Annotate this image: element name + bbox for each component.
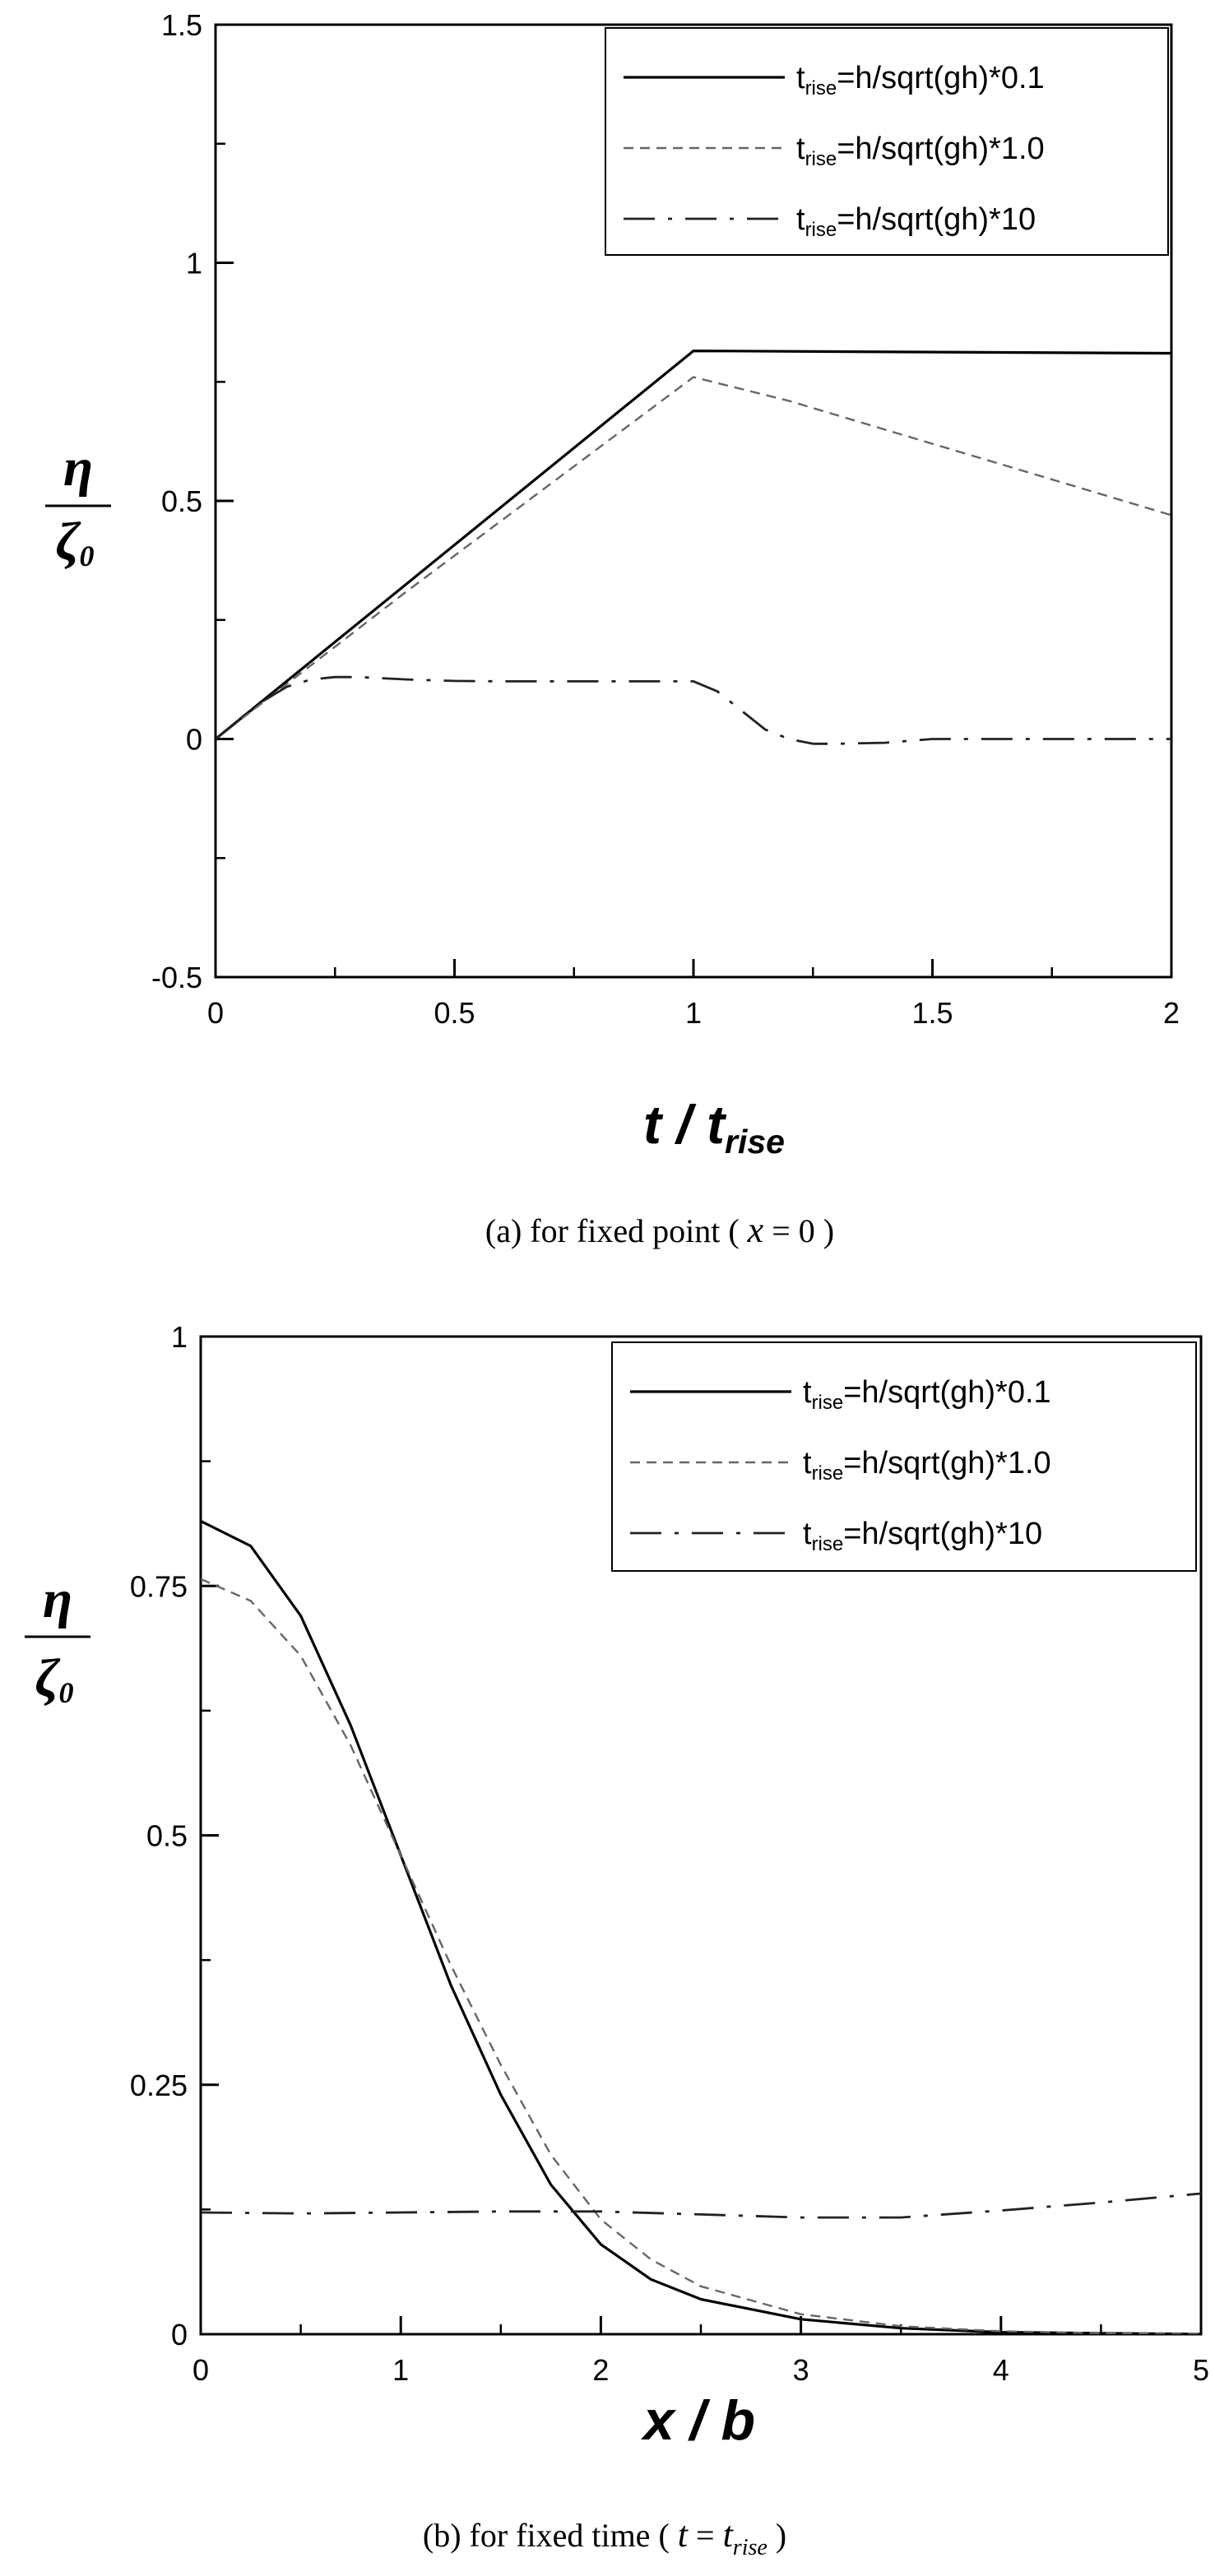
y-tick-label-b: 1 [171,1320,188,1354]
x-axis-title-a: t / trise [643,1094,785,1161]
series-group-a [216,350,1171,745]
y-tick-label-a: 0 [186,723,202,757]
x-tick-label-a: 1.5 [911,996,953,1030]
x-tick-label-b: 0 [192,2353,209,2387]
x-tick-label-a: 2 [1163,996,1180,1030]
series-line-b-1 [201,1519,1201,2334]
y-tick-label-b: 0.25 [130,2069,188,2102]
legend-label-a-3: trise=h/sqrt(gh)*10 [796,202,1036,241]
x-tick-label-a: 0.5 [434,996,475,1030]
legend-label-b-3: trise=h/sqrt(gh)*10 [803,1517,1042,1555]
y-axis-title-a: η ζ0 [45,438,111,572]
caption-b: (b) for fixed time ( t = trise ) [423,2514,786,2560]
y-tick-label-b: 0.5 [146,1819,188,1853]
series-line-b-2 [201,1578,1201,2334]
x-tick-label-a: 0 [207,996,224,1030]
y-tick-label-a: 0.5 [161,484,202,518]
chart-b-fixed-time: 0 1 2 3 4 500.250.50.751trise=h/sqrt(gh)*0.1t… [25,1320,1209,2560]
legend-label-a-2: trise=h/sqrt(gh)*1.0 [796,132,1045,170]
legend-b: trise=h/sqrt(gh)*0.1 trise=h/sqrt(gh)*1.0… [611,1341,1197,1572]
y-tick-label-a: -0.5 [151,961,202,994]
y-label-numerator-b: η [43,1569,72,1629]
series-group-b [201,1519,1201,2334]
x-axis-title-b: x / b [641,2389,755,2452]
series-line-b-3 [201,2192,1201,2219]
y-tick-label-a: 1 [186,247,202,280]
x-tick-label-b: 4 [993,2353,1009,2387]
x-tick-label-b: 1 [392,2353,409,2387]
y-tick-label-a: 1.5 [161,8,202,42]
y-label-numerator-a: η [63,438,93,498]
legend-box-a [605,27,1169,256]
legend-label-b-2: trise=h/sqrt(gh)*1.0 [803,1446,1051,1485]
y-label-denominator-a: ζ0 [55,512,94,572]
caption-a: (a) for fixed point ( x = 0 ) [485,1210,834,1250]
series-line-a-3 [216,675,1171,745]
chart-a-fixed-point: 0 0.5 1 1.5 2-0.500.511.5trise=h/sqrt(gh)*0.… [45,8,1180,1250]
series-line-a-1 [216,350,1171,740]
y-tick-label-b: 0.75 [130,1569,188,1603]
legend-a: trise=h/sqrt(gh)*0.1 trise=h/sqrt(gh)*1.0… [605,27,1169,256]
series-line-a-2 [216,376,1171,740]
x-tick-label-b: 3 [793,2353,809,2387]
y-axis-title-b: η ζ0 [25,1569,90,1709]
y-tick-label-b: 0 [171,2318,188,2351]
x-tick-label-b: 2 [592,2353,609,2387]
y-label-denominator-b: ζ0 [35,1648,73,1709]
legend-label-a-1: trise=h/sqrt(gh)*0.1 [796,61,1045,100]
x-tick-label-b: 5 [1193,2353,1209,2387]
x-tick-label-a: 1 [685,996,702,1030]
legend-label-b-1: trise=h/sqrt(gh)*0.1 [803,1375,1051,1414]
